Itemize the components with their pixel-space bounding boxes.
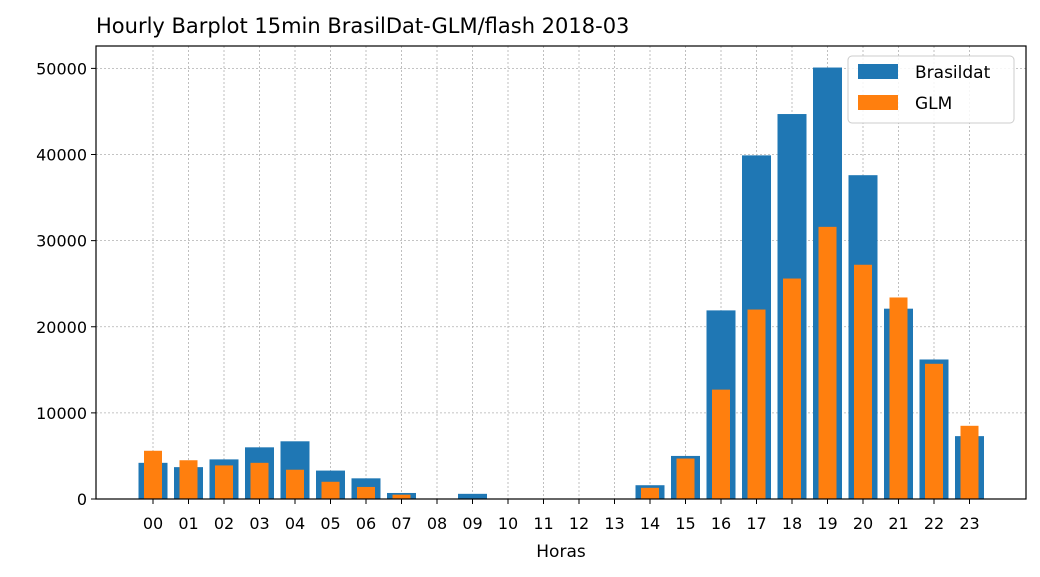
x-tick-label: 04 <box>285 514 305 533</box>
brasildat-bar-09 <box>458 493 487 499</box>
y-tick-label: 30000 <box>36 232 87 251</box>
legend-swatch <box>858 64 898 79</box>
x-tick-label: 05 <box>320 514 340 533</box>
x-axis-label: Horas <box>536 542 586 562</box>
glm-bar-01 <box>179 460 198 499</box>
x-tick-label: 15 <box>675 514 695 533</box>
glm-bar-17 <box>747 309 766 499</box>
glm-bar-14 <box>641 487 659 499</box>
x-tick-label: 03 <box>249 514 269 533</box>
x-axis: 00 01 02 03 04 05 06 07 08 09 10 11 12 13 14 15 16 17 18 19… <box>143 499 980 533</box>
x-tick-label: 13 <box>604 514 624 533</box>
glm-bar-19 <box>818 226 837 499</box>
x-tick-label: 09 <box>462 514 482 533</box>
legend-label: GLM <box>915 94 952 114</box>
y-tick-label: 50000 <box>36 59 87 78</box>
glm-bar-21 <box>889 297 908 499</box>
x-tick-label: 20 <box>853 514 873 533</box>
glm-bar-18 <box>783 278 801 499</box>
glm-bar-20 <box>854 264 872 499</box>
x-tick-label: 12 <box>569 514 589 533</box>
x-tick-label: 16 <box>711 514 731 533</box>
x-tick-label: 14 <box>640 514 660 533</box>
glm-bar-22 <box>925 363 943 499</box>
plot-frame <box>95 45 1027 500</box>
x-tick-label: 22 <box>924 514 944 533</box>
glm-bar-04 <box>286 469 304 499</box>
bars <box>138 67 984 500</box>
legend: Brasildat GLM <box>847 55 1015 124</box>
x-tick-label: 00 <box>143 514 163 533</box>
glm-bar-16 <box>712 389 730 499</box>
glm-bar-07 <box>392 494 411 499</box>
x-tick-label: 17 <box>746 514 766 533</box>
glm-bar-00 <box>144 450 162 499</box>
x-tick-label: 01 <box>178 514 198 533</box>
glm-bar-05 <box>321 481 340 499</box>
glm-bar-03 <box>250 462 269 499</box>
x-tick-label: 06 <box>356 514 376 533</box>
x-tick-label: 07 <box>391 514 411 533</box>
x-tick-label: 10 <box>498 514 518 533</box>
x-tick-label: 18 <box>782 514 802 533</box>
y-tick-label: 0 <box>77 490 87 509</box>
y-axis: 0 10000 20000 30000 40000 50000 <box>36 59 96 509</box>
x-tick-label: 08 <box>427 514 447 533</box>
glm-bar-02 <box>215 465 233 499</box>
x-tick-label: 02 <box>214 514 234 533</box>
x-tick-label: 21 <box>888 514 908 533</box>
glm-bar-23 <box>960 425 979 499</box>
x-tick-label: 23 <box>959 514 979 533</box>
x-tick-label: 19 <box>817 514 837 533</box>
x-tick-label: 11 <box>533 514 553 533</box>
glm-bar-15 <box>676 458 695 499</box>
legend-label: Brasildat <box>915 63 991 83</box>
y-tick-label: 40000 <box>36 146 87 165</box>
glm-bar-06 <box>357 486 375 499</box>
legend-swatch <box>858 95 898 110</box>
y-tick-label: 20000 <box>36 318 87 337</box>
chart-title: Hourly Barplot 15min BrasilDat-GLM/flash… <box>96 14 629 38</box>
y-tick-label: 10000 <box>36 404 87 423</box>
